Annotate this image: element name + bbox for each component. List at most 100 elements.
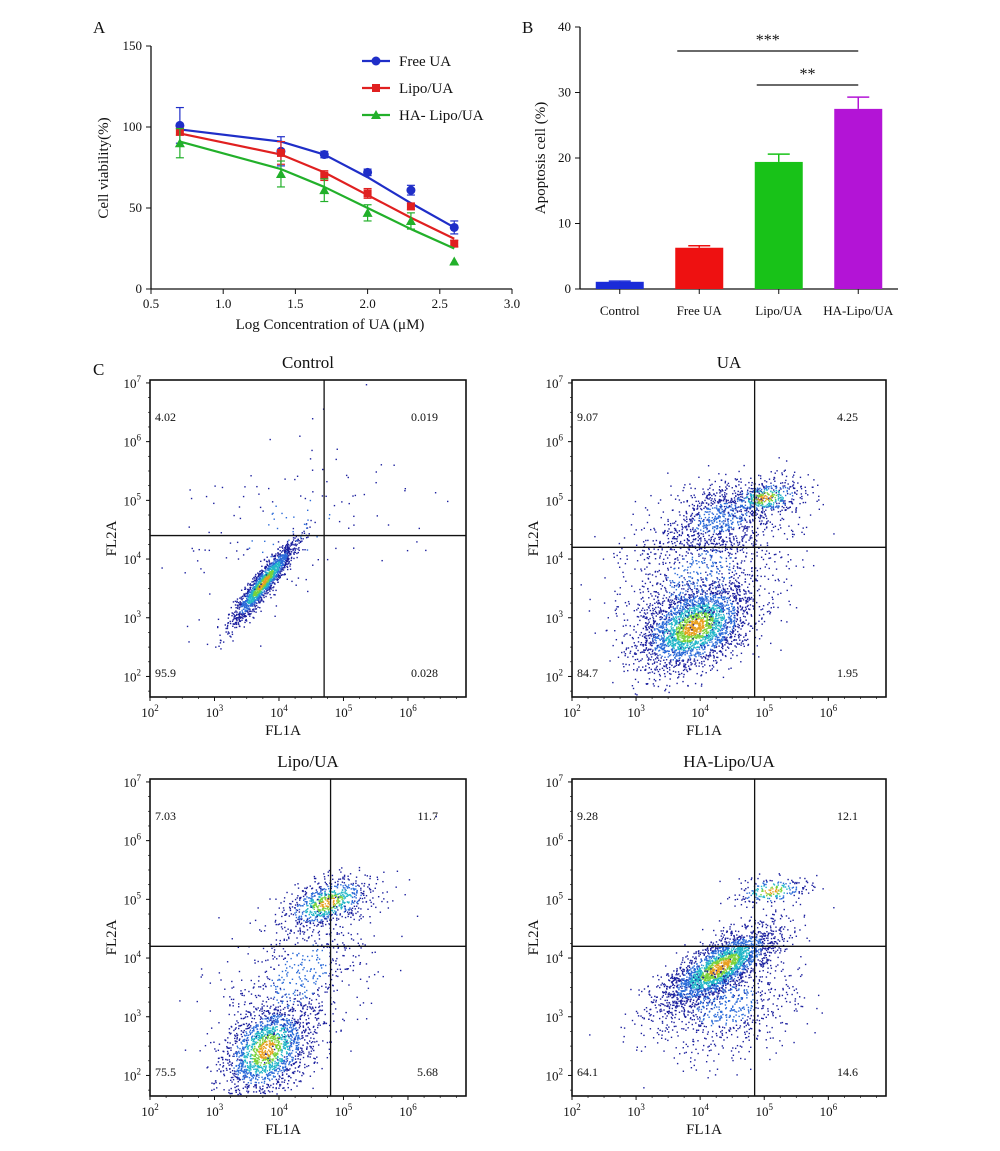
- event-dot: [649, 631, 650, 632]
- event-dot: [692, 607, 693, 608]
- event-dot: [723, 618, 724, 619]
- event-dot: [716, 634, 717, 635]
- event-dot: [698, 655, 699, 656]
- event-dot: [703, 523, 704, 524]
- event-dot: [727, 503, 728, 504]
- event-dot: [679, 610, 680, 611]
- event-dot: [720, 627, 721, 628]
- event-dot: [681, 613, 682, 614]
- event-dot: [695, 617, 696, 618]
- event-dot: [730, 668, 731, 669]
- event-dot: [690, 669, 691, 670]
- event-dot: [796, 607, 797, 608]
- event-dot: [678, 665, 679, 666]
- event-dot: [728, 604, 729, 605]
- event-dot: [688, 665, 689, 666]
- event-dot: [690, 523, 691, 524]
- event-dot: [353, 516, 354, 517]
- event-dot: [652, 605, 653, 606]
- event-dot: [728, 634, 729, 635]
- event-dot: [680, 621, 681, 622]
- event-dot: [668, 653, 669, 654]
- event-dot: [220, 642, 221, 643]
- event-dot: [719, 642, 720, 643]
- event-dot: [214, 485, 215, 486]
- event-dot: [710, 650, 711, 651]
- event-dot: [695, 530, 696, 531]
- event-dot: [766, 518, 767, 519]
- event-dot: [676, 597, 677, 598]
- event-dot: [246, 600, 247, 601]
- event-dot: [285, 555, 286, 556]
- event-dot: [699, 618, 700, 619]
- event-dot: [193, 550, 194, 551]
- event-dot: [232, 640, 233, 641]
- event-dot: [249, 591, 250, 592]
- event-dot: [666, 631, 667, 632]
- event-dot: [700, 593, 701, 594]
- event-dot: [697, 623, 698, 624]
- event-dot: [674, 585, 675, 586]
- event-dot: [416, 541, 417, 542]
- event-dot: [675, 623, 676, 624]
- event-dot: [634, 591, 635, 592]
- event-dot: [287, 541, 288, 542]
- event-dot: [244, 607, 245, 608]
- dot-plot-x-tick-label: 105: [335, 703, 353, 720]
- event-dot: [281, 560, 282, 561]
- event-dot: [232, 634, 233, 635]
- event-dot: [254, 611, 255, 612]
- event-dot: [638, 637, 639, 638]
- event-dot: [654, 544, 655, 545]
- event-dot: [709, 625, 710, 626]
- event-dot: [280, 570, 281, 571]
- event-dot: [731, 644, 732, 645]
- event-dot: [674, 654, 675, 655]
- event-dot: [252, 597, 253, 598]
- event-dot: [752, 575, 753, 576]
- event-dot: [768, 611, 769, 612]
- event-dot: [263, 570, 264, 571]
- event-dot: [668, 619, 669, 620]
- event-dot: [227, 623, 228, 624]
- event-dot: [731, 589, 732, 590]
- event-dot: [691, 621, 692, 622]
- event-dot: [301, 538, 302, 539]
- event-dot: [686, 669, 687, 670]
- event-dot: [721, 611, 722, 612]
- event-dot: [739, 595, 740, 596]
- event-dot: [329, 518, 330, 519]
- event-dot: [287, 569, 288, 570]
- event-dot: [803, 502, 804, 503]
- event-dot: [266, 591, 267, 592]
- event-dot: [687, 685, 688, 686]
- event-dot: [700, 623, 701, 624]
- event-dot: [696, 621, 697, 622]
- event-dot: [648, 597, 649, 598]
- event-dot: [239, 616, 240, 617]
- event-dot: [649, 628, 650, 629]
- event-dot: [614, 630, 615, 631]
- event-dot: [700, 598, 701, 599]
- event-dot: [256, 486, 257, 487]
- event-dot: [651, 629, 652, 630]
- event-dot: [682, 633, 683, 634]
- event-dot: [679, 608, 680, 609]
- event-dot: [247, 584, 248, 585]
- event-dot: [228, 617, 229, 618]
- event-dot: [669, 640, 670, 641]
- event-dot: [736, 621, 737, 622]
- event-dot: [700, 639, 701, 640]
- viability-y-tick-label: 50: [129, 200, 142, 215]
- event-dot: [743, 536, 744, 537]
- event-dot: [204, 549, 205, 550]
- event-dot: [346, 475, 347, 476]
- event-dot: [755, 515, 756, 516]
- event-dot: [708, 524, 709, 525]
- event-dot: [280, 550, 281, 551]
- event-dot: [674, 637, 675, 638]
- event-dot: [281, 554, 282, 555]
- event-dot: [632, 656, 633, 657]
- event-dot: [665, 631, 666, 632]
- event-dot: [247, 549, 248, 550]
